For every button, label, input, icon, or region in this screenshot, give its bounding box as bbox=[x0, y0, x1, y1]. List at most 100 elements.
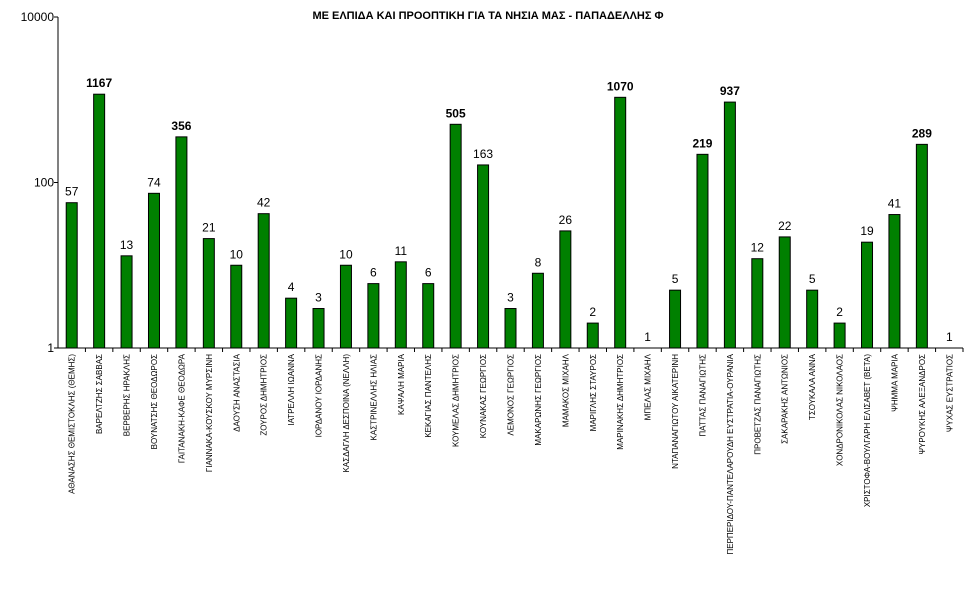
category-label: ΓΙΑΝΝΑΚΑ-ΚΟΥΣΚΟΥ ΜΥΡΣΙΝΗ bbox=[205, 354, 214, 472]
y-tick-label: 100 bbox=[34, 176, 54, 190]
bar bbox=[888, 214, 901, 349]
category-label: ΚΑΣΤΡΙΝΕΛΛΗΣ ΗΛΙΑΣ bbox=[369, 354, 378, 440]
category-label: ΓΑΙΤΑΝΑΚΗ-ΚΑΦΕ ΘΕΟΔΩΡΑ bbox=[177, 353, 186, 463]
bar bbox=[477, 164, 490, 349]
y-tick-label: 1 bbox=[47, 341, 54, 355]
data-label: 289 bbox=[912, 126, 932, 140]
data-label: 42 bbox=[257, 196, 271, 210]
category-label: ΨΥΧΑΣ ΕΥΣΤΡΑΤΙΟΣ bbox=[945, 354, 954, 432]
bar bbox=[861, 241, 874, 349]
bar bbox=[614, 96, 627, 349]
category-label: ΜΑΡΙΝΑΚΗΣ ΔΗΜΗΤΡΙΟΣ bbox=[616, 354, 625, 450]
data-label: 505 bbox=[446, 106, 466, 120]
x-ticks-layer bbox=[84, 348, 964, 352]
category-label: ΚΑΨΑΛΗ ΜΑΡΙΑ bbox=[397, 353, 406, 415]
value-labels-layer: 5711671374356211042431061165051633826210… bbox=[65, 76, 953, 344]
category-label: ΜΑΡΙΓΛΗΣ ΣΤΑΥΡΟΣ bbox=[589, 354, 598, 431]
data-label: 1070 bbox=[607, 79, 634, 93]
data-label: 10 bbox=[230, 247, 244, 261]
data-label: 6 bbox=[370, 266, 377, 280]
bar bbox=[312, 308, 325, 349]
category-label: ΒΟΥΝΑΤΣΗΣ ΘΕΟΔΩΡΟΣ bbox=[150, 354, 159, 449]
data-label: 163 bbox=[473, 147, 493, 161]
data-label: 12 bbox=[751, 241, 765, 255]
bar bbox=[422, 283, 435, 349]
y-ticks-layer: 1 100 10000 bbox=[21, 10, 58, 355]
bar bbox=[751, 258, 764, 349]
bar bbox=[175, 136, 188, 349]
category-label: ΜΑΜΑΚΟΣ ΜΙΧΑΗΛ bbox=[561, 353, 570, 427]
data-label: 937 bbox=[720, 84, 740, 98]
bar bbox=[778, 236, 791, 349]
data-label: 11 bbox=[395, 244, 408, 258]
data-label: 5 bbox=[809, 272, 816, 286]
data-label: 21 bbox=[202, 221, 216, 235]
bar bbox=[202, 238, 215, 349]
category-label: ΚΑΣΔΑΓΛΗ ΔΕΣΠΟΙΝΑ (ΝΕΛΛΗ) bbox=[342, 354, 351, 473]
data-label: 1 bbox=[644, 330, 651, 344]
data-label: 41 bbox=[888, 197, 902, 211]
data-label: 26 bbox=[559, 213, 573, 227]
bar bbox=[394, 261, 407, 349]
data-label: 22 bbox=[778, 219, 792, 233]
category-label: ΖΟΥΡΟΣ ΔΗΜΗΤΡΙΟΣ bbox=[260, 354, 269, 436]
category-label: ΠΕΡΠΕΡΙΔΟΥ-ΠΑΝΤΕΛΑΡΟΥΔΗ ΕΥΣΤΡΑΤΙΑ-ΟΥΡΑΝΙ… bbox=[726, 353, 735, 554]
bar bbox=[367, 283, 380, 349]
data-label: 2 bbox=[589, 305, 596, 319]
bar bbox=[120, 255, 133, 349]
data-label: 6 bbox=[425, 266, 432, 280]
category-label: ΚΟΥΜΕΛΑΣ ΔΗΜΗΤΡΙΟΣ bbox=[452, 354, 461, 447]
category-label: ΜΑΚΑΡΩΝΗΣ ΓΕΩΡΓΙΟΣ bbox=[534, 354, 543, 446]
category-label: ΑΘΑΝΑΣΗΣ ΘΕΜΙΣΤΟΚΛΗΣ (ΘΕΜΗΣ) bbox=[68, 354, 77, 494]
bar bbox=[531, 272, 544, 349]
bar bbox=[65, 202, 78, 349]
data-label: 57 bbox=[65, 185, 79, 199]
bar bbox=[723, 101, 736, 349]
category-label: ΨΥΡΟΥΚΗΣ ΑΛΕΞΑΝΔΡΟΣ bbox=[918, 354, 927, 455]
bar bbox=[339, 264, 352, 349]
data-label: 19 bbox=[860, 224, 874, 238]
data-label: 1167 bbox=[86, 76, 112, 90]
category-label: ΧΟΝΔΡΟΝΙΚΟΛΑΣ ΝΙΚΟΛΑΟΣ bbox=[836, 354, 845, 466]
category-label: ΠΡΟΒΕΤΖΑΣ ΠΑΝΑΓΙΩΤΗΣ bbox=[753, 354, 762, 455]
category-label: ΧΡΙΣΤΟΦΑ-ΒΟΥΛΓΑΡΗ ΕΛΙΣΑΒΕΤ (ΒΕΤΑ) bbox=[863, 354, 872, 507]
data-label: 74 bbox=[147, 175, 161, 189]
category-label: ΤΣΟΥΚΑΛΑ ΑΝΝΑ bbox=[808, 353, 817, 420]
category-label: ΒΕΡΒΕΡΗΣ ΗΡΑΚΛΗΣ bbox=[123, 354, 132, 436]
category-label: ΙΟΡΔΑΝΟΥ ΙΟΡΔΑΝΗΣ bbox=[315, 354, 324, 437]
category-label: ΜΠΕΛΑΣ ΜΙΧΑΗΛ bbox=[644, 353, 653, 420]
bar bbox=[147, 192, 160, 349]
data-label: 356 bbox=[171, 119, 191, 133]
bar bbox=[586, 322, 599, 349]
category-label: ΣΑΚΑΡΑΚΗΣ ΑΝΤΩΝΙΟΣ bbox=[781, 354, 790, 444]
category-label: ΒΑΡΕΛΤΖΗΣ ΣΑΒΒΑΣ bbox=[95, 354, 104, 434]
bar bbox=[504, 308, 517, 349]
data-label: 13 bbox=[120, 238, 134, 252]
bar bbox=[449, 123, 462, 349]
y-tick-label: 10000 bbox=[21, 10, 55, 24]
category-label: ΨΗΜΜΑ ΜΑΡΙΑ bbox=[890, 353, 899, 411]
category-label: ΝΤΑΠΑΝΑΓΙΩΤΟΥ ΑΙΚΑΤΕΡΙΝΗ bbox=[671, 354, 680, 469]
bar bbox=[559, 230, 572, 349]
bar bbox=[833, 322, 846, 349]
data-label: 1 bbox=[946, 330, 953, 344]
bar bbox=[669, 289, 682, 349]
bar bbox=[915, 143, 928, 349]
bar bbox=[285, 297, 298, 349]
category-label: ΔΑΟΥΣΗ ΑΝΑΣΤΑΣΙΑ bbox=[232, 353, 241, 432]
data-label: 219 bbox=[692, 136, 712, 150]
data-label: 3 bbox=[315, 291, 322, 305]
bar bbox=[93, 93, 106, 349]
category-labels-layer: ΑΘΑΝΑΣΗΣ ΘΕΜΙΣΤΟΚΛΗΣ (ΘΕΜΗΣ) ΒΑΡΕΛΤΖΗΣ ΣΑ… bbox=[68, 353, 955, 554]
bar bbox=[257, 213, 270, 349]
bar bbox=[806, 289, 819, 349]
bar bbox=[696, 153, 709, 349]
data-label: 8 bbox=[535, 255, 542, 269]
category-label: ΙΑΤΡΕΛΛΗ ΙΩΑΝΝΑ bbox=[287, 353, 296, 425]
category-label: ΚΟΥΝΑΚΑΣ ΓΕΩΡΓΙΟΣ bbox=[479, 354, 488, 438]
chart-title: ΜΕ ΕΛΠΙΔΑ ΚΑΙ ΠΡΟΟΠΤΙΚΗ ΓΙΑ ΤΑ ΝΗΣΙΑ ΜΑΣ… bbox=[312, 10, 663, 22]
category-label: ΠΑΤΤΑΣ ΠΑΝΑΓΙΩΤΗΣ bbox=[698, 354, 707, 437]
data-label: 4 bbox=[288, 280, 295, 294]
data-label: 2 bbox=[836, 305, 843, 319]
